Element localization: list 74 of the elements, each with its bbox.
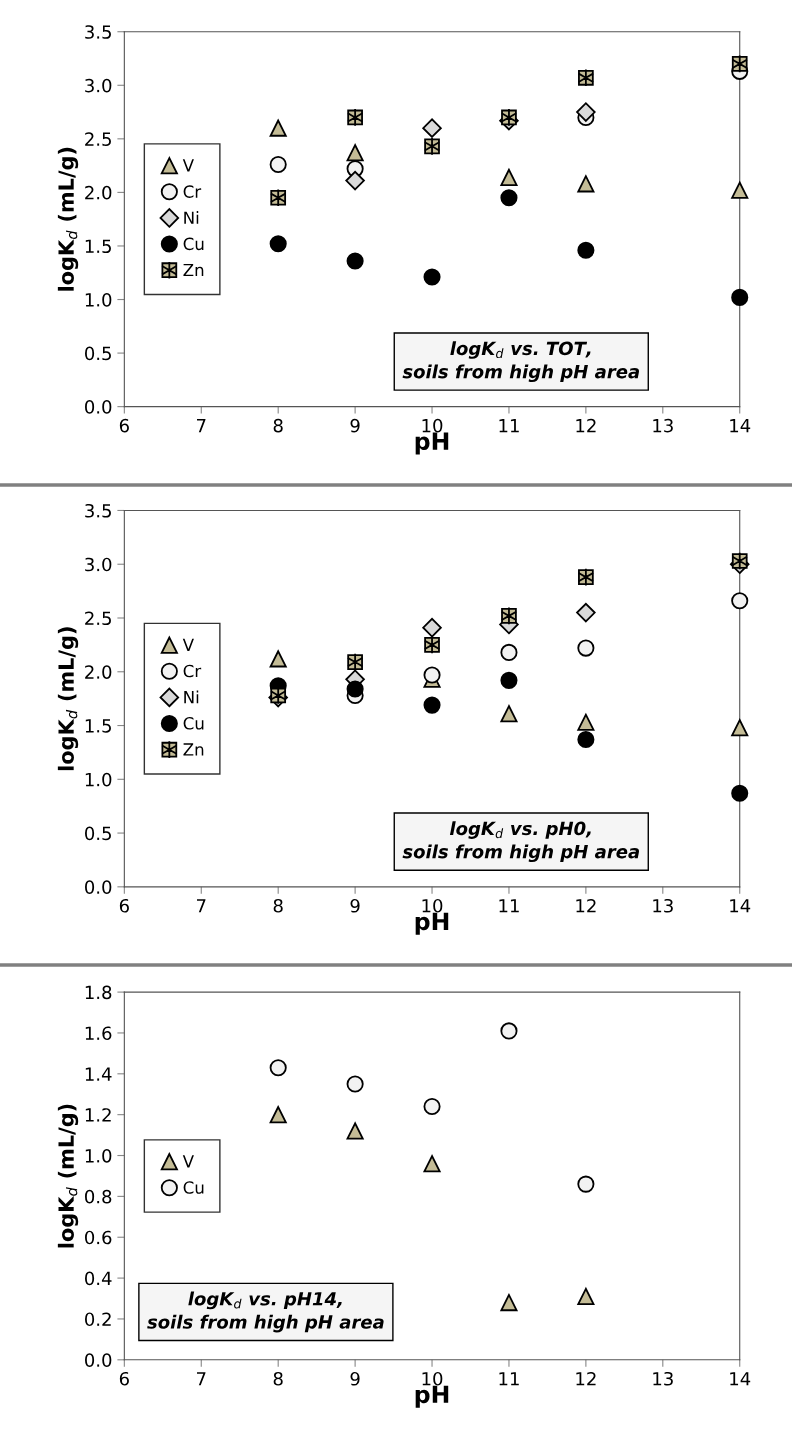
y-tick-label: 1.0 bbox=[85, 292, 112, 307]
y-tick-label: 2.5 bbox=[85, 611, 111, 626]
x-tick-label: 12 bbox=[576, 1371, 596, 1386]
y-axis-title: logK$_{d}$ (mL/g) bbox=[57, 147, 79, 291]
y-tick-label: 3.5 bbox=[85, 25, 111, 39]
x-tick-label: 8 bbox=[273, 1371, 283, 1386]
x-tick-label: 11 bbox=[499, 1372, 519, 1386]
legend-label: V bbox=[182, 159, 194, 172]
y-tick-label: 0.5 bbox=[85, 826, 111, 841]
y-tick-label: 1.2 bbox=[85, 1108, 111, 1122]
y-tick-label: 0.0 bbox=[85, 400, 112, 414]
x-tick-label: 11 bbox=[499, 419, 519, 433]
y-tick-label: 1.0 bbox=[85, 1148, 112, 1163]
x-tick-label: 9 bbox=[350, 418, 360, 433]
x-tick-label: 7 bbox=[197, 899, 206, 913]
y-tick-label: 0.8 bbox=[85, 1189, 112, 1204]
x-tick-label: 7 bbox=[197, 419, 206, 433]
x-tick-label: 10 bbox=[422, 1371, 443, 1386]
x-tick-label: 14 bbox=[730, 419, 751, 433]
x-tick-label: 11 bbox=[499, 899, 519, 913]
x-tick-label: 6 bbox=[119, 898, 129, 913]
y-tick-label: 0.6 bbox=[85, 1230, 112, 1245]
x-tick-label: 10 bbox=[422, 418, 443, 433]
y-tick-label: 1.0 bbox=[85, 772, 112, 787]
x-axis-title: pH bbox=[415, 912, 449, 935]
legend-label: Zn bbox=[183, 263, 204, 277]
legend-label: Cr bbox=[183, 185, 202, 198]
x-tick-label: 13 bbox=[653, 418, 673, 433]
y-tick-label: 1.5 bbox=[85, 719, 111, 733]
x-tick-label: 13 bbox=[653, 1371, 673, 1386]
x-tick-label: 12 bbox=[576, 418, 596, 433]
x-tick-label: 13 bbox=[653, 898, 673, 913]
legend-label: Cr bbox=[183, 664, 202, 678]
legend-label: V bbox=[182, 1155, 194, 1168]
x-tick-label: 8 bbox=[273, 898, 283, 913]
y-tick-label: 3.5 bbox=[85, 503, 111, 518]
legend-label: Cu bbox=[183, 717, 204, 730]
legend-label: Ni bbox=[184, 690, 199, 704]
x-tick-label: 8 bbox=[273, 418, 283, 433]
x-tick-label: 12 bbox=[576, 898, 596, 913]
x-tick-label: 9 bbox=[350, 898, 360, 913]
legend-label: Cu bbox=[183, 1181, 204, 1194]
y-tick-label: 1.4 bbox=[85, 1067, 112, 1081]
y-tick-label: 3.0 bbox=[85, 78, 112, 93]
y-axis-title: logK$_{d}$ (mL/g) bbox=[57, 1104, 79, 1248]
y-tick-label: 3.0 bbox=[85, 557, 112, 572]
y-tick-label: 0.5 bbox=[85, 346, 111, 361]
y-tick-label: 2.0 bbox=[85, 185, 112, 200]
y-axis-title: logK$_{d}$ (mL/g) bbox=[57, 627, 79, 771]
y-tick-label: 0.4 bbox=[85, 1271, 112, 1286]
x-tick-label: 9 bbox=[350, 1371, 360, 1386]
y-tick-label: 0.0 bbox=[85, 1353, 112, 1367]
x-axis-title: pH bbox=[415, 1385, 449, 1408]
legend-label: Ni bbox=[184, 211, 199, 224]
x-tick-label: 7 bbox=[197, 1372, 206, 1386]
y-tick-label: 1.8 bbox=[85, 985, 112, 1000]
y-tick-label: 1.5 bbox=[85, 239, 111, 254]
annotation: logK$_{d}$ vs. pH14, soils from high pH area bbox=[147, 1291, 384, 1333]
legend-label: Zn bbox=[183, 743, 204, 756]
x-tick-label: 14 bbox=[730, 899, 751, 913]
annotation: logK$_{d}$ vs. pH0, soils from high pH area bbox=[402, 821, 639, 863]
legend-label: V bbox=[182, 638, 194, 651]
y-tick-label: 2.5 bbox=[85, 132, 111, 146]
y-tick-label: 2.0 bbox=[85, 665, 112, 679]
x-tick-label: 14 bbox=[730, 1372, 751, 1386]
x-axis-title: pH bbox=[415, 432, 449, 455]
legend-label: Cu bbox=[183, 237, 204, 251]
annotation: logK$_{d}$ vs. TOT, soils from high pH area bbox=[402, 341, 639, 383]
x-tick-label: 10 bbox=[422, 898, 443, 913]
y-tick-label: 0.0 bbox=[85, 880, 112, 894]
y-tick-label: 1.6 bbox=[85, 1026, 112, 1041]
x-tick-label: 6 bbox=[119, 418, 129, 433]
x-tick-label: 6 bbox=[119, 1371, 129, 1386]
y-tick-label: 0.2 bbox=[85, 1312, 111, 1327]
